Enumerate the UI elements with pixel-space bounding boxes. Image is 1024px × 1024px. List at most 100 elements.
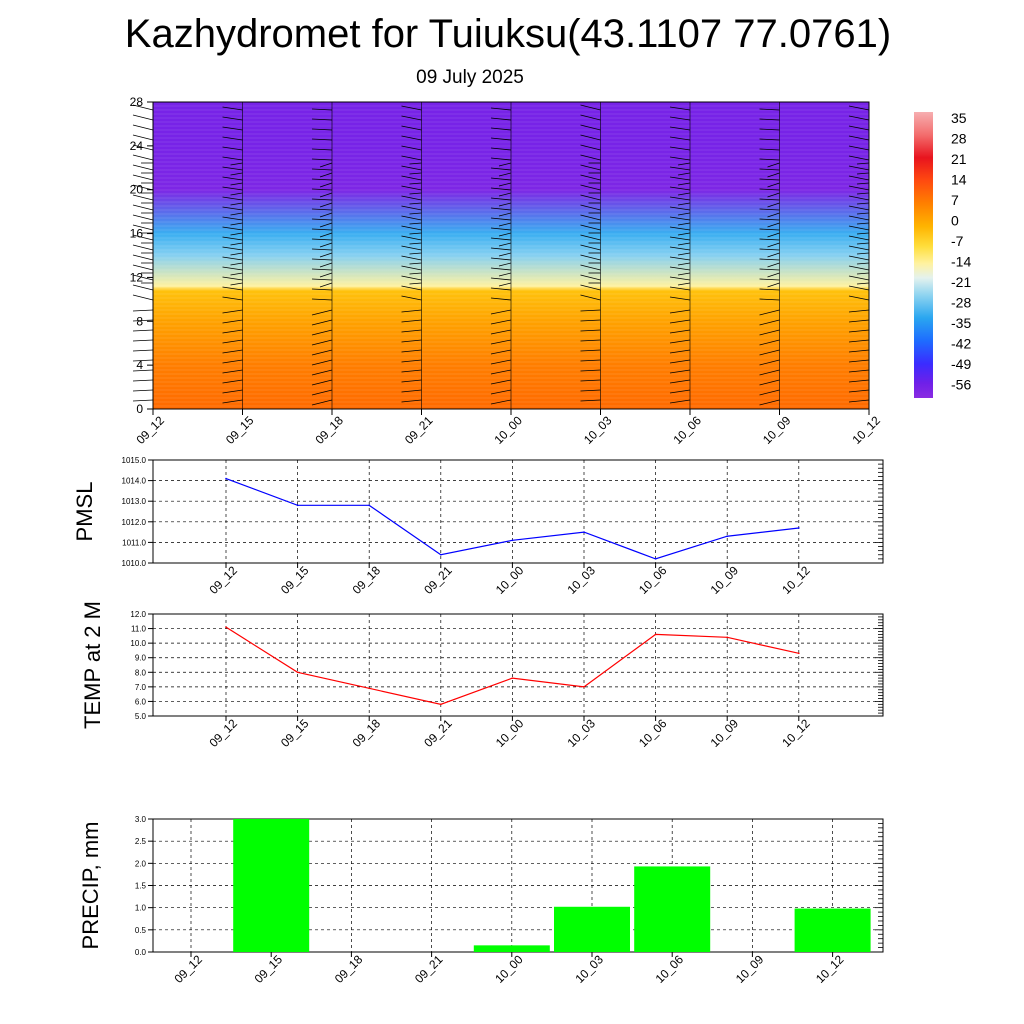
barb-flag [230, 202, 243, 206]
barb-flag [580, 144, 601, 151]
barb-flag [759, 298, 780, 301]
data-point [225, 626, 227, 628]
barb-flag [759, 118, 780, 121]
barb-flag [490, 227, 512, 231]
plot-frame [152, 459, 884, 564]
colorbar-label: -42 [951, 336, 971, 352]
barb-flag [759, 158, 780, 161]
barb-flag [401, 215, 422, 221]
barb-flag [580, 204, 601, 211]
data-point [296, 671, 299, 674]
barb-flag [401, 155, 422, 161]
barb-flag [669, 106, 691, 111]
y-tick-label: 8 [136, 314, 143, 328]
barb-flag [401, 235, 422, 241]
barb-flag [759, 178, 780, 181]
barb-flag [222, 116, 243, 121]
barb-flag [319, 172, 333, 178]
barb-flag [856, 262, 870, 265]
barb-flag [490, 117, 512, 121]
barb-flag [401, 399, 422, 403]
barb-flag [669, 399, 691, 404]
x-tick-label: 10_03 [581, 413, 615, 447]
barb-flag [580, 329, 601, 332]
x-tick-label: 09_21 [421, 563, 455, 597]
colorbar-label: -28 [951, 295, 971, 311]
barb-flag [848, 255, 870, 261]
y-tick-label: 7.0 [135, 683, 147, 692]
barb-flag [767, 272, 780, 278]
x-tick-label: 09_15 [223, 413, 257, 447]
barb-flag [677, 182, 691, 186]
barb-flag [401, 245, 422, 251]
x-tick-label: 10_06 [670, 413, 704, 447]
barb-flag [759, 319, 780, 326]
barb-flag [580, 379, 601, 382]
x-tick-label: 09_15 [278, 563, 312, 597]
barb-flag [222, 146, 243, 151]
barb-flag [311, 198, 333, 201]
page-date: 09 July 2025 [416, 67, 524, 88]
y-tick-label: 4 [136, 358, 143, 372]
barb-flag [319, 232, 333, 238]
y-tick-label: 0 [136, 402, 143, 416]
barb-flag [222, 319, 243, 324]
y-tick-label: 28 [130, 95, 144, 109]
barb-flag [490, 107, 512, 111]
barb-flag [132, 379, 154, 382]
barb-flag [498, 282, 512, 287]
barb-flag [222, 379, 243, 384]
barb-flag [580, 194, 601, 201]
barb-flag [132, 174, 154, 181]
barb-flag [669, 266, 691, 271]
barb-flag [311, 258, 333, 261]
barb-flag [848, 115, 870, 121]
barb-flag [848, 145, 870, 151]
y-axis-label: PRECIP, mm [78, 822, 103, 950]
barb-flag [401, 389, 422, 393]
barb-flag [311, 208, 333, 211]
barb-flag [669, 329, 691, 334]
barb-flag [498, 202, 512, 207]
barb-flag [311, 339, 333, 346]
barb-flag [669, 349, 691, 354]
barb-flag [311, 218, 333, 221]
y-tick-label: 8.0 [135, 668, 147, 677]
barb-flag [759, 268, 780, 271]
barb-flag [498, 162, 512, 167]
barb-flag [848, 175, 870, 181]
barb-flag [401, 175, 422, 181]
barb-flag [848, 155, 870, 161]
barb-flag [767, 232, 780, 238]
barb-flag [230, 262, 243, 266]
barb-flag [848, 285, 870, 291]
barb-flag [759, 339, 780, 346]
barb-flag [580, 154, 601, 161]
barb-flag [580, 224, 601, 231]
barb-flag [401, 369, 422, 373]
barb-flag [132, 284, 154, 291]
barb-flag [759, 188, 780, 191]
barb-flag [580, 369, 601, 372]
barb-flag [132, 154, 154, 161]
barb-flag [669, 126, 691, 131]
barb-flag [311, 379, 333, 386]
barb-flag [230, 192, 243, 196]
x-tick-label: 10_00 [492, 952, 526, 986]
x-tick-label: 09_21 [402, 413, 436, 447]
barb-flag [409, 222, 422, 225]
page-title: Kazhydromet for Tuiuksu(43.1107 77.0761) [125, 12, 891, 56]
colorbar-label: -35 [951, 315, 971, 331]
barb-flag [856, 242, 870, 245]
data-point [798, 527, 800, 529]
barb-flag [669, 296, 691, 301]
barb-flag [669, 116, 691, 121]
colorbar-label: 14 [951, 172, 967, 188]
x-tick-label: 09_15 [278, 716, 312, 750]
barb-flag [230, 212, 243, 216]
barb-flag [311, 138, 333, 141]
barb-flag [230, 272, 243, 276]
barb-flag [856, 282, 870, 285]
barb-flag [132, 144, 154, 151]
